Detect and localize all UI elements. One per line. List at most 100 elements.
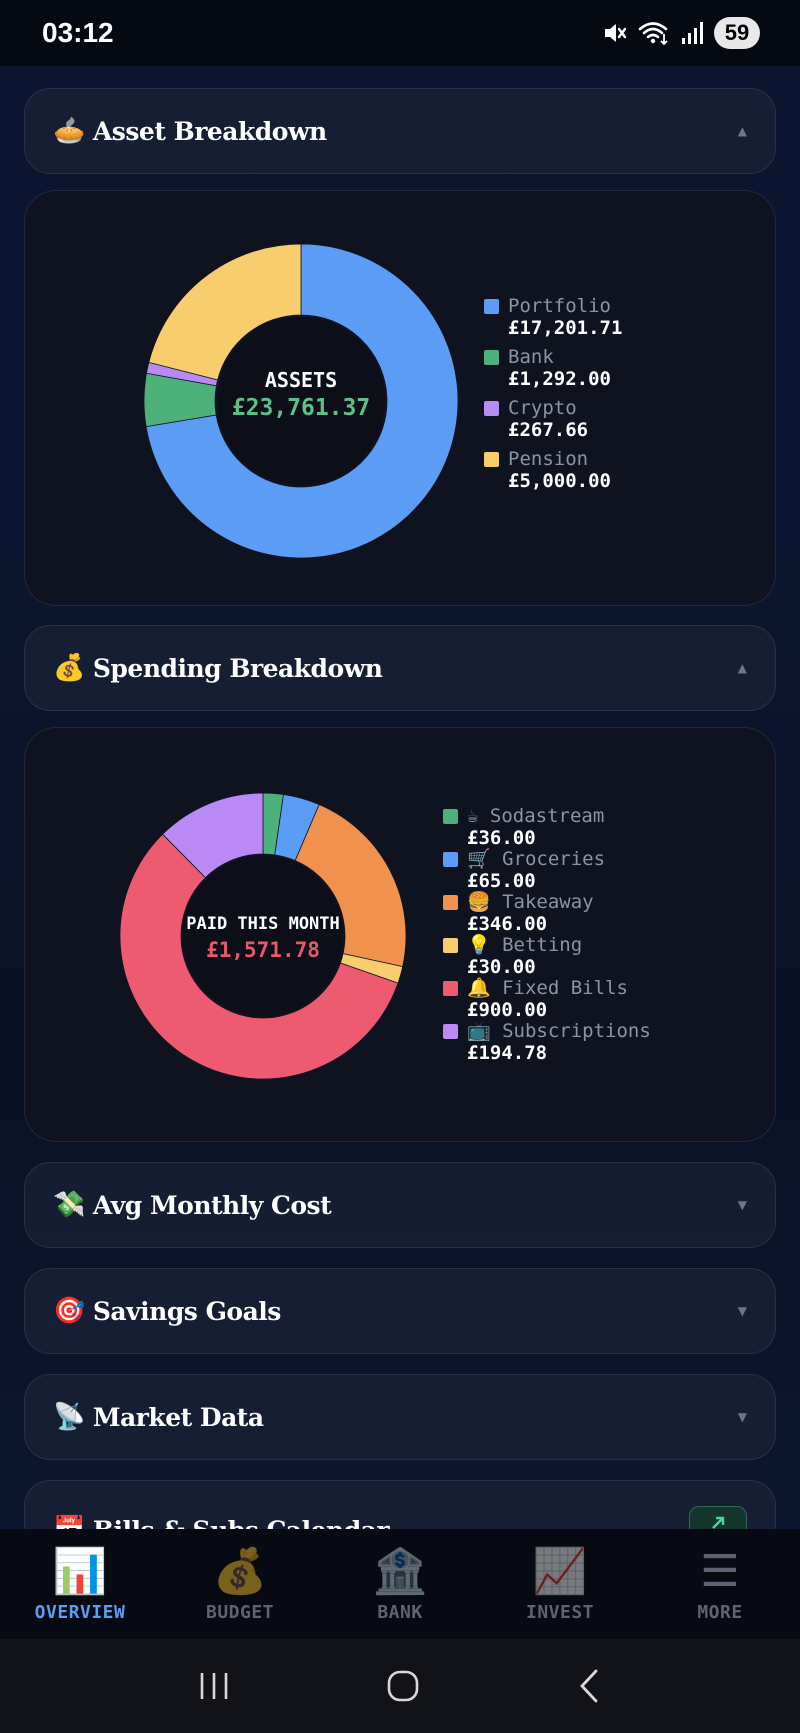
status-bar: 03:12 59 — [0, 0, 800, 66]
bar-chart-icon: 📊 — [52, 1545, 108, 1597]
legend-value: £194.78 — [467, 1042, 548, 1064]
legend-swatch — [443, 938, 458, 953]
money-bag-icon: 💰 — [53, 653, 85, 683]
legend-value: £17,201.71 — [508, 317, 623, 339]
spending-donut-chart — [119, 792, 407, 1080]
chevron-up-icon[interactable]: ▲ — [737, 661, 747, 675]
legend-value: £267.66 — [508, 419, 589, 441]
asset-breakdown-card: ASSETS £23,761.37 Portfolio £17,201.71 Ban… — [24, 190, 776, 606]
donut-hole — [217, 317, 385, 485]
nav-invest[interactable]: 📈 INVEST — [480, 1546, 640, 1623]
asset-legend: Portfolio £17,201.71 Bank £1,292.00 Crypto £2… — [484, 295, 622, 492]
legend-value: £1,292.00 — [508, 368, 611, 390]
legend-label: 💡 Betting — [467, 934, 583, 956]
spending-legend: ☕ Sodastream £36.00 🛒 Groceries £65.00 🍔 Tak… — [443, 805, 651, 1064]
legend-label: 🍔 Takeaway — [467, 891, 594, 913]
asset-breakdown-title: 🥧 Asset Breakdown — [53, 116, 327, 146]
system-navigation-bar — [0, 1639, 800, 1733]
legend-value: £36.00 — [467, 827, 536, 849]
legend-value: £900.00 — [467, 999, 548, 1021]
legend-value: £346.00 — [467, 913, 548, 935]
nav-more[interactable]: ☰ MORE — [640, 1546, 800, 1623]
back-icon[interactable] — [574, 1668, 604, 1704]
nav-overview[interactable]: 📊 OVERVIEW — [0, 1546, 160, 1623]
nav-more-label: MORE — [697, 1601, 743, 1623]
legend-swatch — [484, 401, 499, 416]
chevron-down-icon[interactable]: ▼ — [737, 1410, 747, 1424]
avg-monthly-cost-title: 💸 Avg Monthly Cost — [53, 1190, 332, 1220]
spending-breakdown-label: Spending Breakdown — [92, 653, 383, 683]
donut-slice-5[interactable] — [162, 792, 264, 879]
market-data-title: 📡 Market Data — [53, 1402, 264, 1432]
asset-center-value: £23,761.37 — [231, 395, 371, 421]
legend-swatch — [484, 299, 499, 314]
bank-icon: 🏦 — [372, 1545, 428, 1597]
signal-icon — [682, 22, 703, 44]
market-data-label: Market Data — [92, 1402, 264, 1432]
legend-swatch — [484, 350, 499, 365]
legend-item-5: 📺 Subscriptions £194.78 — [443, 1020, 651, 1064]
nav-overview-label: OVERVIEW — [34, 1601, 126, 1623]
savings-goals-title: 🎯 Savings Goals — [53, 1296, 281, 1326]
spending-center-value: £1,571.78 — [206, 938, 320, 962]
legend-swatch — [484, 452, 499, 467]
legend-swatch — [443, 809, 458, 824]
nav-budget-label: BUDGET — [205, 1601, 275, 1623]
status-icons: 59 — [602, 17, 760, 49]
battery-icon: 59 — [714, 17, 760, 49]
legend-label: Portfolio — [508, 295, 611, 317]
legend-item-1: 🛒 Groceries £65.00 — [443, 848, 651, 892]
legend-label: 🔔 Fixed Bills — [467, 977, 628, 999]
market-data-header[interactable]: 📡 Market Data ▼ — [24, 1374, 776, 1460]
legend-item-0: Portfolio £17,201.71 — [484, 295, 622, 339]
legend-item-4: 🔔 Fixed Bills £900.00 — [443, 977, 651, 1021]
legend-label: Pension — [508, 448, 589, 470]
legend-label: 📺 Subscriptions — [467, 1020, 651, 1042]
money-wings-icon: 💸 — [53, 1190, 85, 1220]
target-icon: 🎯 — [53, 1296, 85, 1326]
chart-increasing-icon: 📈 — [532, 1545, 588, 1597]
donut-slice-4[interactable] — [119, 833, 399, 1080]
clock: 03:12 — [42, 17, 114, 48]
mute-icon — [605, 24, 627, 42]
donut-slice-0[interactable] — [145, 243, 459, 559]
legend-label: Bank — [508, 346, 554, 368]
recents-icon[interactable] — [196, 1671, 232, 1701]
wifi-icon — [638, 22, 668, 46]
savings-goals-header[interactable]: 🎯 Savings Goals ▼ — [24, 1268, 776, 1354]
asset-breakdown-label: Asset Breakdown — [92, 116, 327, 146]
donut-slice-3[interactable] — [148, 243, 302, 381]
asset-breakdown-header[interactable]: 🥧 Asset Breakdown ▲ — [24, 88, 776, 174]
avg-monthly-cost-header[interactable]: 💸 Avg Monthly Cost ▼ — [24, 1162, 776, 1248]
legend-swatch — [443, 981, 458, 996]
avg-monthly-cost-label: Avg Monthly Cost — [92, 1190, 332, 1220]
chevron-up-icon[interactable]: ▲ — [737, 124, 747, 138]
asset-donut-center: ASSETS £23,761.37 — [201, 367, 401, 423]
spending-donut-center: PAID THIS MONTH £1,571.78 — [143, 913, 383, 965]
home-icon[interactable] — [385, 1668, 421, 1704]
nav-bank-label: BANK — [377, 1601, 423, 1623]
spending-center-label: PAID THIS MONTH — [186, 914, 340, 934]
savings-goals-label: Savings Goals — [92, 1296, 282, 1326]
legend-label: Crypto — [508, 397, 577, 419]
asset-donut-chart — [143, 243, 459, 559]
nav-invest-label: INVEST — [525, 1601, 595, 1623]
legend-item-2: 🍔 Takeaway £346.00 — [443, 891, 651, 935]
donut-hole — [183, 856, 343, 1016]
nav-budget[interactable]: 💰 BUDGET — [160, 1546, 320, 1623]
chevron-down-icon[interactable]: ▼ — [737, 1198, 747, 1212]
menu-icon: ☰ — [700, 1545, 740, 1597]
pie-icon: 🥧 — [53, 116, 85, 146]
chevron-down-icon[interactable]: ▼ — [737, 1304, 747, 1318]
money-bag-icon: 💰 — [212, 1545, 268, 1597]
legend-value: £65.00 — [467, 870, 536, 892]
legend-item-3: 💡 Betting £30.00 — [443, 934, 651, 978]
legend-swatch — [443, 895, 458, 910]
legend-swatch — [443, 1024, 458, 1039]
spending-breakdown-title: 💰 Spending Breakdown — [53, 653, 383, 683]
legend-item-3: Pension £5,000.00 — [484, 448, 622, 492]
spending-breakdown-header[interactable]: 💰 Spending Breakdown ▲ — [24, 625, 776, 711]
legend-item-0: ☕ Sodastream £36.00 — [443, 805, 651, 849]
spending-breakdown-card: PAID THIS MONTH £1,571.78 ☕ Sodastream £3… — [24, 727, 776, 1142]
nav-bank[interactable]: 🏦 BANK — [320, 1546, 480, 1623]
